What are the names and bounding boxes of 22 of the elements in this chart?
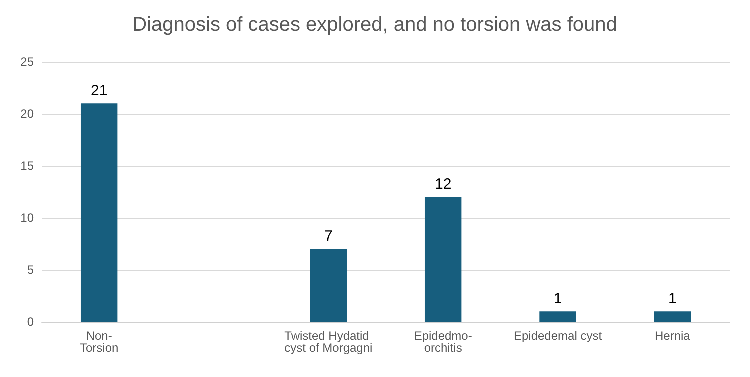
bar (540, 312, 576, 322)
data-label: 21 (90, 82, 108, 100)
x-tick-label: Twisted Hydatid cyst of Morgagni (284, 329, 373, 355)
data-label: 7 (324, 228, 333, 246)
y-tick-label: 5 (27, 263, 34, 277)
bar (310, 249, 348, 322)
x-tick-label: Non-Torsion (80, 329, 119, 355)
data-label: 12 (434, 176, 452, 194)
data-label: 1 (554, 290, 562, 308)
y-tick-label: 15 (20, 159, 34, 173)
y-tick-label: 25 (20, 55, 34, 69)
x-tick-label: Epidedemal cyst (514, 329, 603, 343)
bar (424, 197, 462, 322)
data-label: 1 (668, 290, 677, 308)
chart-title: Diagnosis of cases explored, and no torsion was found (132, 14, 618, 36)
y-tick-label: 10 (20, 211, 34, 225)
bar (80, 104, 118, 322)
bar (654, 312, 692, 322)
y-tick-label: 20 (20, 107, 34, 121)
y-tick-label: 0 (27, 315, 34, 329)
x-tick-label: Hernia (654, 329, 691, 343)
x-tick-label: Epidedmo-orchitis (414, 329, 472, 355)
